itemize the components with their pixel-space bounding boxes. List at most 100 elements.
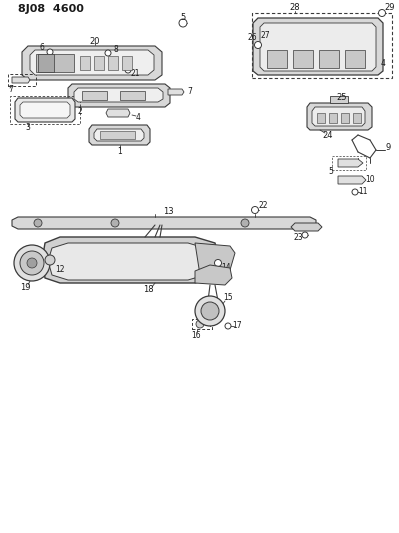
- Circle shape: [47, 49, 53, 55]
- Polygon shape: [89, 125, 150, 145]
- Polygon shape: [15, 98, 75, 122]
- Circle shape: [34, 219, 42, 227]
- Polygon shape: [195, 265, 232, 285]
- Polygon shape: [22, 46, 162, 80]
- Polygon shape: [312, 107, 365, 126]
- Text: 27: 27: [260, 30, 270, 39]
- Polygon shape: [12, 217, 316, 229]
- Circle shape: [255, 42, 261, 49]
- Bar: [319, 50, 339, 68]
- Text: 4: 4: [136, 112, 140, 122]
- Bar: [341, 113, 349, 123]
- Polygon shape: [106, 109, 130, 117]
- Text: 4: 4: [381, 59, 385, 68]
- Bar: [293, 50, 313, 68]
- Circle shape: [111, 219, 119, 227]
- Polygon shape: [74, 88, 163, 102]
- Text: 9: 9: [385, 142, 391, 151]
- Polygon shape: [48, 243, 210, 280]
- Bar: [317, 113, 325, 123]
- Circle shape: [196, 320, 204, 328]
- Bar: [100, 131, 135, 139]
- Polygon shape: [42, 237, 220, 283]
- Text: 11: 11: [358, 188, 368, 197]
- Bar: [38, 54, 54, 72]
- Polygon shape: [338, 176, 366, 184]
- Bar: [192, 319, 212, 329]
- Bar: [353, 113, 361, 123]
- Circle shape: [215, 260, 221, 266]
- Text: 28: 28: [290, 4, 300, 12]
- Polygon shape: [20, 102, 70, 118]
- Bar: [10, 96, 80, 124]
- Bar: [329, 113, 337, 123]
- Bar: [8, 74, 36, 86]
- Bar: [108, 56, 118, 70]
- Circle shape: [302, 232, 308, 238]
- Text: 29: 29: [385, 4, 395, 12]
- Circle shape: [379, 10, 385, 17]
- Text: 16: 16: [191, 330, 201, 340]
- Polygon shape: [253, 18, 383, 75]
- Polygon shape: [195, 243, 235, 275]
- Text: 8J08  4600: 8J08 4600: [18, 4, 84, 14]
- Text: 15: 15: [223, 294, 233, 303]
- Text: 7: 7: [8, 85, 13, 93]
- Text: 25: 25: [337, 93, 347, 101]
- Circle shape: [20, 251, 44, 275]
- Text: 8: 8: [114, 45, 119, 54]
- Bar: [345, 50, 365, 68]
- Bar: [120, 91, 145, 100]
- Text: 22: 22: [258, 200, 268, 209]
- Text: 2: 2: [78, 107, 82, 116]
- Bar: [332, 156, 366, 170]
- Circle shape: [195, 296, 225, 326]
- Text: 6: 6: [40, 43, 44, 52]
- Text: 21: 21: [130, 69, 140, 77]
- Text: 20: 20: [90, 36, 100, 45]
- Circle shape: [45, 255, 55, 265]
- Polygon shape: [338, 159, 363, 167]
- Circle shape: [251, 206, 259, 214]
- Bar: [82, 91, 107, 100]
- Circle shape: [352, 189, 358, 195]
- Bar: [252, 13, 392, 78]
- Circle shape: [14, 245, 50, 281]
- Text: 1: 1: [118, 148, 122, 157]
- Polygon shape: [68, 84, 170, 107]
- Polygon shape: [260, 23, 376, 71]
- Circle shape: [225, 323, 231, 329]
- Polygon shape: [94, 129, 144, 141]
- Text: 12: 12: [55, 265, 65, 274]
- Bar: [94, 56, 104, 70]
- Polygon shape: [30, 50, 154, 75]
- Text: 5: 5: [180, 12, 186, 21]
- Circle shape: [27, 258, 37, 268]
- Text: 14: 14: [221, 262, 231, 271]
- Text: 23: 23: [293, 233, 303, 243]
- Text: 13: 13: [163, 207, 173, 216]
- Polygon shape: [168, 89, 184, 95]
- Polygon shape: [291, 223, 322, 231]
- Text: 24: 24: [323, 131, 333, 140]
- Bar: [267, 50, 287, 68]
- Text: 10: 10: [365, 175, 375, 184]
- Text: 7: 7: [188, 86, 192, 95]
- Text: 3: 3: [26, 124, 30, 133]
- Text: 26: 26: [247, 33, 257, 42]
- Circle shape: [241, 219, 249, 227]
- Bar: [122, 56, 132, 70]
- Text: 17: 17: [232, 321, 242, 330]
- Circle shape: [125, 67, 131, 73]
- Circle shape: [201, 302, 219, 320]
- Bar: [80, 56, 90, 70]
- Circle shape: [179, 19, 187, 27]
- Bar: [44, 256, 56, 264]
- Bar: [36, 54, 74, 72]
- Polygon shape: [12, 77, 30, 83]
- Text: 5: 5: [328, 167, 334, 176]
- Text: 18: 18: [143, 285, 153, 294]
- Text: 19: 19: [20, 282, 30, 292]
- Circle shape: [105, 50, 111, 56]
- Bar: [330, 96, 348, 103]
